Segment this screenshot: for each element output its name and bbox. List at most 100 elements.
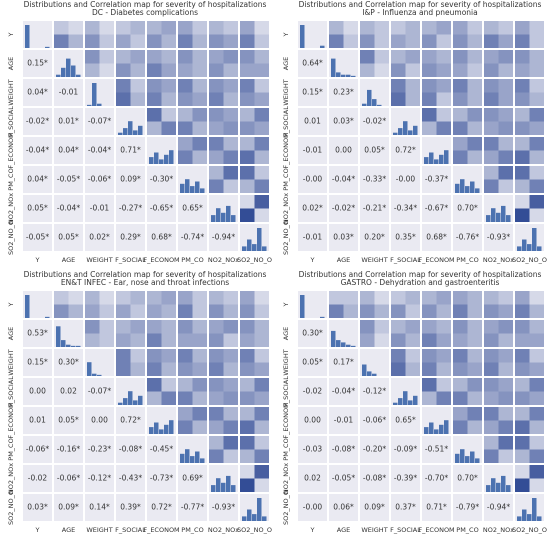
correlation: 0.05* [302,358,323,367]
column-label: WEIGHT [361,256,387,264]
histogram-bar [439,424,444,434]
correlation: -0.01 [334,416,354,425]
histogram-bar [61,67,66,77]
correlation: -0.30* [150,175,173,184]
heatmap-cell [223,378,238,392]
correlation: 0.29* [120,233,141,242]
histogram-bar [71,345,76,347]
column-label: F_ECONOM [143,256,179,264]
heatmap-cell [453,320,468,334]
heatmap-cell [529,137,544,151]
histogram-bar [346,344,351,347]
correlation: -0.08* [332,445,355,454]
histogram-bar [231,485,236,492]
heatmap-cell [391,50,406,64]
heatmap-cell [99,320,114,334]
cell-bg [360,195,389,222]
histogram-bar [211,215,216,222]
cell-bg [116,494,145,521]
heatmap-cell [453,50,468,64]
heatmap-cell [422,21,437,35]
row-label: F_SOCIAL [7,106,15,137]
heatmap-cell [223,63,238,77]
heatmap-cell [161,378,176,392]
row-label: F_SOCIAL [7,376,15,407]
histogram-bar [367,371,372,376]
histogram-bar [195,451,200,463]
histogram-bar [164,424,169,434]
heatmap-cell [515,34,530,48]
cell-bg [23,378,52,405]
heatmap-cell [254,208,269,222]
row-label: AGE [282,57,290,70]
heatmap-cell [374,34,389,48]
correlation: -0.45* [150,445,173,454]
heatmap-cell [498,362,513,376]
heatmap-cell [240,92,255,106]
row-label: Y [7,302,15,307]
heatmap-cell [223,179,238,193]
heatmap-cell [254,63,269,77]
histogram-bar [133,400,138,405]
histogram-bar [320,45,325,48]
correlation: 0.04* [27,88,48,97]
heatmap-cell [147,349,162,363]
cell-bg [23,137,52,164]
histogram-bar [491,208,496,222]
cell-bg [329,108,358,135]
heatmap-cell [453,121,468,135]
cell-bg [329,349,358,376]
histogram-bar [475,188,480,193]
heatmap-cell [161,50,176,64]
heatmap-cell [147,79,162,93]
correlation: -0.33* [363,175,386,184]
cell-bg [54,465,83,492]
histogram-bar [300,295,305,318]
column-label: AGE [337,256,350,264]
heatmap-cell [161,349,176,363]
heatmap-cell [529,436,544,450]
histogram-bar [216,208,221,222]
heatmap-cell [85,304,100,318]
heatmap-cell [240,108,255,122]
heatmap-cell [240,195,255,209]
heatmap-cell [484,108,499,122]
heatmap-cell [147,63,162,77]
cell-bg [298,436,327,463]
heatmap-cell [99,304,114,318]
cell-bg [209,224,238,251]
heatmap-cell [498,304,513,318]
row-label: WEIGHT [7,79,15,105]
heatmap-cell [484,333,499,347]
histogram-bar [257,498,262,521]
heatmap-cell [515,291,530,305]
cell-bg [116,195,145,222]
histogram-bar [455,453,460,463]
histogram-bar [517,246,522,251]
heatmap-cell [405,349,420,363]
cell-bg [54,166,83,193]
histogram-bar [434,159,439,164]
histogram-bar [180,183,185,193]
cell-bg [116,465,145,492]
histogram-bar [300,25,305,48]
histogram-bar [247,509,252,521]
heatmap-cell [422,378,437,392]
cell-bg [209,494,238,521]
heatmap-cell [374,304,389,318]
heatmap-cell [453,407,468,421]
panel-title: Distributions and Correlation map for se… [299,0,542,9]
heatmap-cell [529,63,544,77]
cell-bg [54,494,83,521]
heatmap-cell [192,34,207,48]
heatmap-cell [209,349,224,363]
histogram-bar [470,181,475,193]
heatmap-cell [529,333,544,347]
histogram-bar [216,478,221,492]
cell-bg [391,224,420,251]
heatmap-cell [192,349,207,363]
histogram-bar [434,429,439,434]
cell-bg [453,465,482,492]
heatmap-cell [223,137,238,151]
heatmap-cell [147,291,162,305]
